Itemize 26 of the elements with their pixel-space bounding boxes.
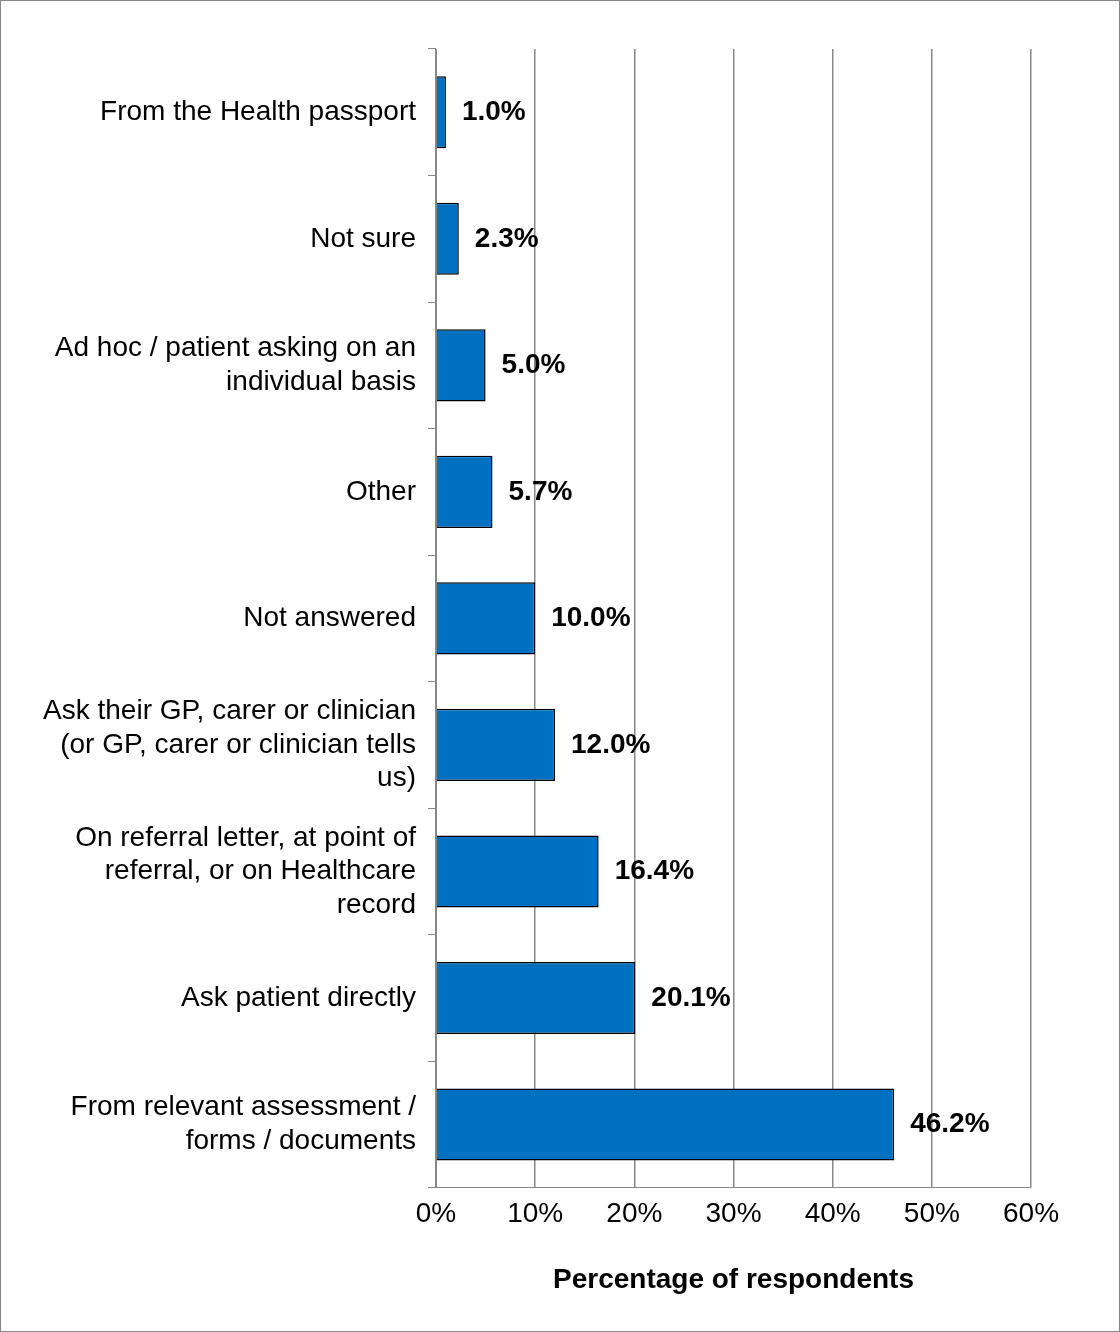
y-tick-label: Ask patient directly (181, 980, 416, 1012)
data-label: 10.0% (551, 601, 631, 633)
data-label: 2.3% (474, 221, 539, 253)
x-axis-title: Percentage of respondents (553, 1262, 914, 1294)
y-tick-label: Not answered (243, 601, 416, 633)
x-tick-label: 30% (705, 1197, 762, 1229)
data-label: 5.0% (501, 348, 566, 380)
x-tick-label: 10% (507, 1197, 564, 1229)
y-tick-label: From the Health passport (100, 94, 417, 126)
x-tick-label: 0% (415, 1197, 457, 1229)
data-label: 12.0% (571, 727, 651, 759)
data-label: 46.2% (910, 1107, 990, 1139)
x-tick-label: 60% (1002, 1197, 1060, 1229)
y-tick-label: Ask their GP, carer or clinician (or GP, carer or clinician tells us) (43, 694, 416, 793)
y-tick-label: Not sure (310, 221, 416, 253)
data-label: 20.1% (651, 980, 731, 1012)
x-tick-label: 50% (903, 1197, 960, 1229)
x-tick-label: 40% (804, 1197, 861, 1229)
data-label: 5.7% (508, 474, 573, 506)
data-label: 16.4% (614, 854, 695, 886)
y-tick-label: Other (345, 474, 416, 506)
y-tick-label: From relevant assessment / forms / documents (70, 1090, 417, 1156)
y-tick-label: Ad hoc / patient asking on an individual basis (54, 331, 416, 396)
data-label: 1.0% (461, 94, 526, 126)
x-tick-label: 20% (606, 1197, 663, 1229)
y-tick-label: On referral letter, at point of referral, or on Healthcare record (75, 820, 417, 919)
